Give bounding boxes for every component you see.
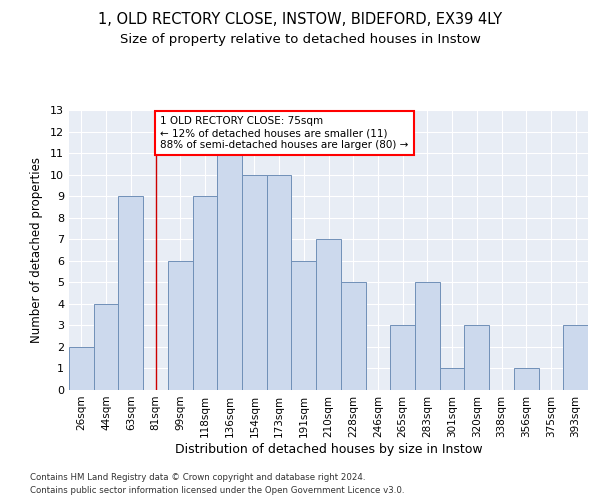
Bar xyxy=(316,239,341,390)
Text: Contains public sector information licensed under the Open Government Licence v3: Contains public sector information licen… xyxy=(30,486,404,495)
Bar xyxy=(118,196,143,390)
Text: Size of property relative to detached houses in Instow: Size of property relative to detached ho… xyxy=(119,32,481,46)
Bar xyxy=(94,304,118,390)
Bar xyxy=(168,261,193,390)
Bar xyxy=(440,368,464,390)
Bar xyxy=(563,326,588,390)
Bar xyxy=(415,282,440,390)
Bar xyxy=(69,347,94,390)
Bar xyxy=(267,174,292,390)
Text: 1 OLD RECTORY CLOSE: 75sqm
← 12% of detached houses are smaller (11)
88% of semi: 1 OLD RECTORY CLOSE: 75sqm ← 12% of deta… xyxy=(160,116,409,150)
Y-axis label: Number of detached properties: Number of detached properties xyxy=(30,157,43,343)
Text: Distribution of detached houses by size in Instow: Distribution of detached houses by size … xyxy=(175,442,482,456)
Bar xyxy=(217,153,242,390)
Bar xyxy=(292,261,316,390)
Bar xyxy=(514,368,539,390)
Bar xyxy=(390,326,415,390)
Bar xyxy=(464,326,489,390)
Bar xyxy=(242,174,267,390)
Text: 1, OLD RECTORY CLOSE, INSTOW, BIDEFORD, EX39 4LY: 1, OLD RECTORY CLOSE, INSTOW, BIDEFORD, … xyxy=(98,12,502,28)
Bar xyxy=(193,196,217,390)
Bar xyxy=(341,282,365,390)
Text: Contains HM Land Registry data © Crown copyright and database right 2024.: Contains HM Land Registry data © Crown c… xyxy=(30,472,365,482)
